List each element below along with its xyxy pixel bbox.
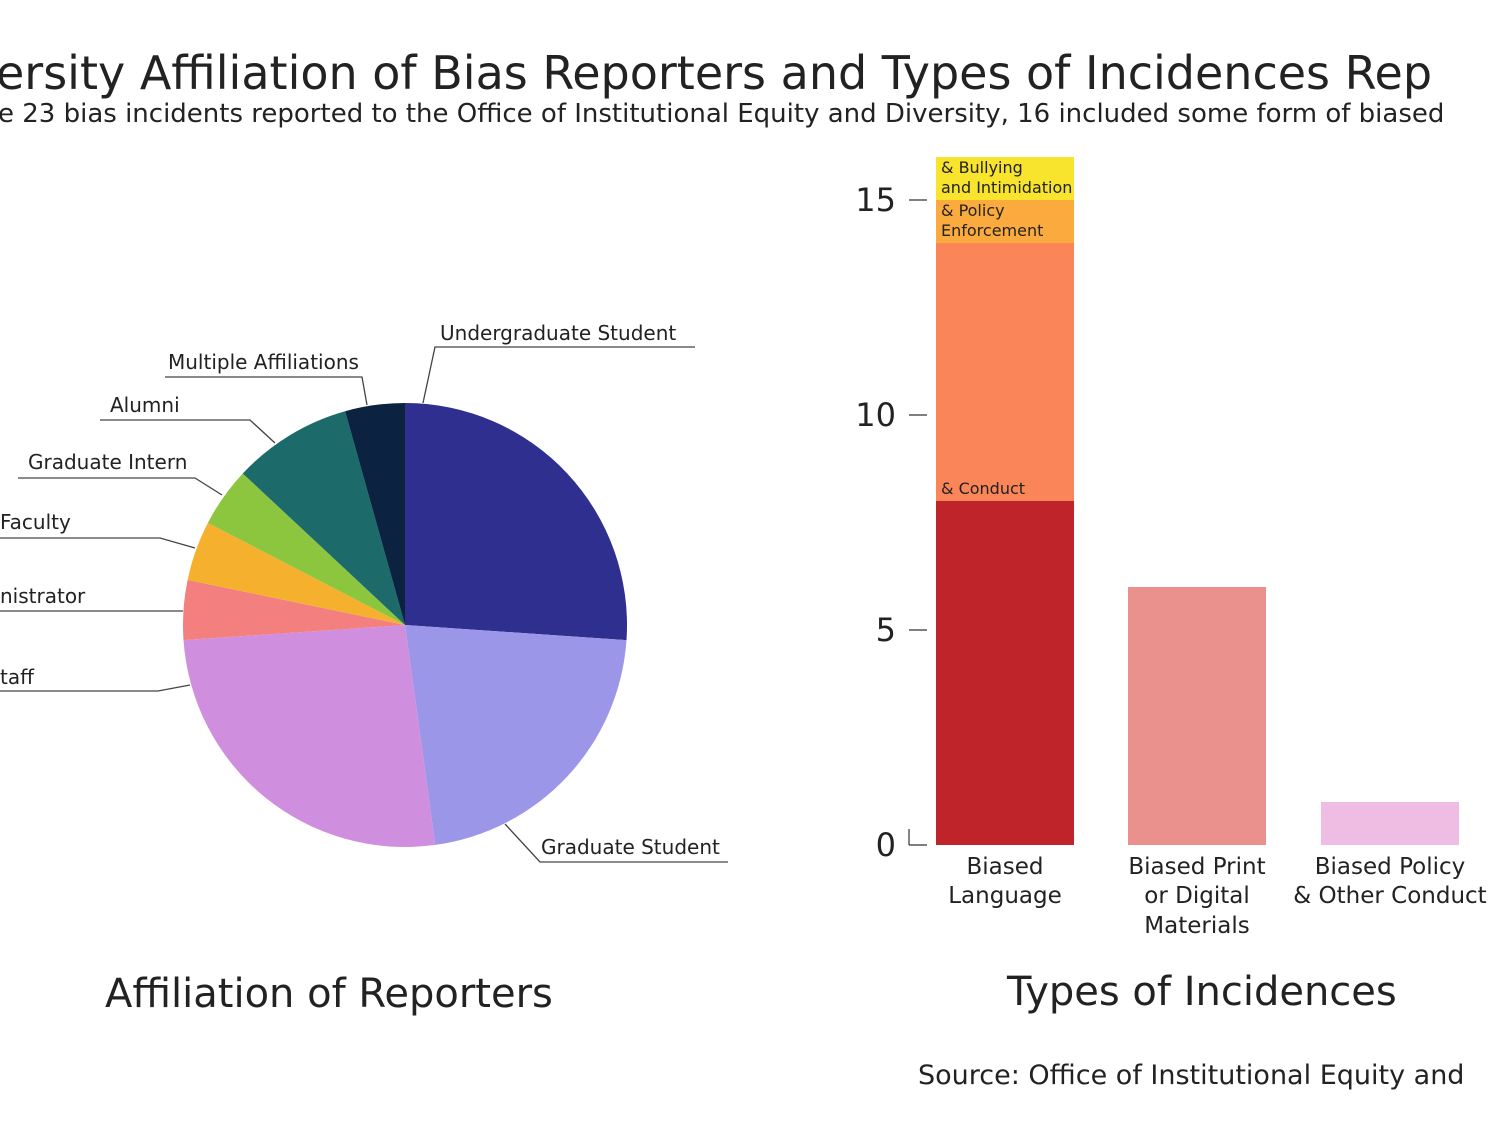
y-tick-label: 0: [875, 826, 896, 864]
bar-segment: [936, 157, 1074, 200]
bar-segment: [936, 243, 1074, 501]
pie-slice: [242, 411, 405, 625]
pie-slice: [345, 403, 405, 625]
leader-line: [0, 684, 191, 692]
leader-line: [504, 823, 728, 863]
slice-label: taff: [0, 665, 34, 689]
y-tick-label: 15: [855, 181, 896, 219]
pie-slice: [183, 625, 436, 847]
slice-label: Alumni: [110, 393, 180, 417]
title: ersity Affiliation of Bias Reporters and…: [0, 46, 1433, 100]
x-tick-label: Biased Policy & Other Conduct: [1293, 854, 1487, 910]
pie-slice: [405, 625, 627, 845]
pie-slice: [405, 403, 628, 641]
subtitle: e 23 bias incidents reported to the Offi…: [0, 99, 1445, 129]
leader-line: [0, 537, 196, 549]
y-tick-label: 5: [875, 611, 896, 649]
bar-title: Types of Incidences: [1007, 969, 1397, 1015]
pie-slice: [187, 522, 405, 625]
slice-label: Graduate Student: [541, 835, 720, 859]
leader-line: [165, 376, 368, 406]
bar-segment: [936, 501, 1074, 845]
bar-segment: [1321, 802, 1459, 845]
leader-line: [100, 419, 276, 444]
pie-slice: [183, 579, 405, 641]
bar-segment: [1128, 587, 1266, 845]
x-tick-label: Biased Print or Digital Materials: [1128, 854, 1266, 939]
pie-title: Affiliation of Reporters: [105, 971, 553, 1017]
segment-label: & Conduct: [941, 479, 1026, 498]
slice-label: Faculty: [0, 510, 71, 534]
leader-line: [422, 346, 695, 404]
slice-label: nistrator: [0, 584, 86, 608]
x-tick-label: Biased Language: [948, 854, 1062, 910]
slice-label: Undergraduate Student: [440, 321, 677, 345]
pie-slice: [207, 473, 405, 625]
segment-label: & Policy Enforcement: [941, 201, 1044, 240]
slice-label: Multiple Affiliations: [168, 350, 359, 374]
leader-line: [18, 477, 223, 496]
y-tick-label: 10: [855, 396, 896, 434]
segment-label: & Bullying and Intimidation: [941, 158, 1073, 197]
bar-segment: [936, 200, 1074, 243]
source: Source: Office of Institutional Equity a…: [918, 1060, 1465, 1091]
slice-label: Graduate Intern: [28, 450, 188, 474]
